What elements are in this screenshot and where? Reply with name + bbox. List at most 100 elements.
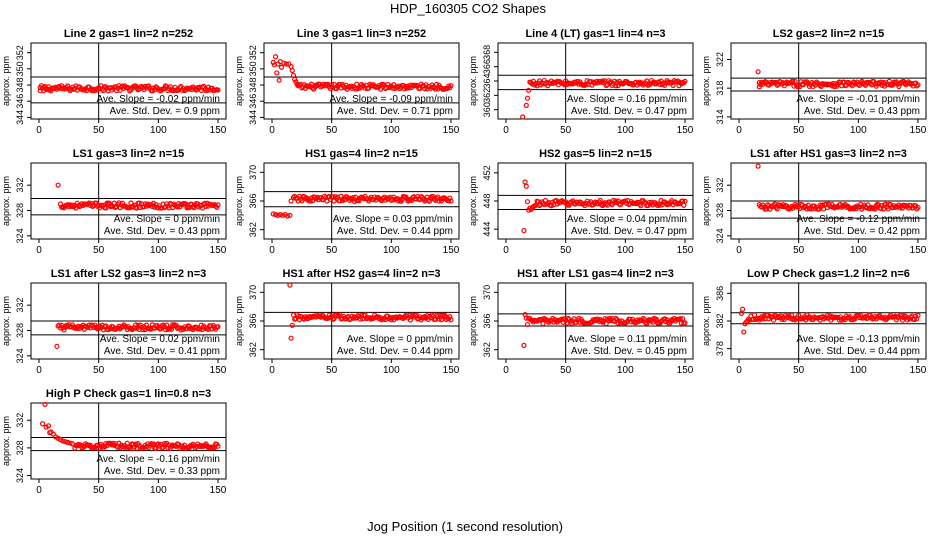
x-tick-label: 50 [793, 125, 805, 136]
data-point [657, 202, 663, 208]
data-point [520, 114, 526, 120]
y-tick-label: 328 [15, 203, 25, 218]
data-point [751, 312, 758, 318]
y-tick-label: 324 [15, 348, 25, 363]
data-point [288, 198, 294, 204]
data-point [275, 212, 281, 218]
x-tick-label: 50 [93, 485, 105, 496]
annotation-std-dev: Ave. Std. Dev. = 0.47 ppm [571, 106, 687, 117]
x-tick-label: 50 [326, 245, 338, 256]
y-tick-label: 348 [248, 78, 258, 93]
y-tick-label: 352 [248, 45, 258, 60]
x-tick-label: 0 [36, 485, 42, 496]
panel-title: LS1 gas=3 lin=2 n=15 [73, 148, 185, 160]
annotation-std-dev: Ave. Std. Dev. = 0.71 ppm [337, 106, 453, 117]
x-tick-label: 150 [443, 365, 460, 376]
data-point [523, 183, 529, 189]
data-point [572, 79, 578, 85]
annotation-slope: Ave. Slope = -0.01 ppm/min [797, 94, 921, 105]
y-tick-label: 322 [715, 52, 725, 67]
y-axis-label: approx. ppm [468, 176, 478, 226]
x-tick-label: 50 [93, 365, 105, 376]
data-point [133, 83, 139, 89]
y-axis-label: approx. ppm [234, 176, 244, 226]
data-point [790, 78, 796, 84]
panel-title: Line 4 (LT) gas=1 lin=4 n=3 [525, 28, 665, 40]
data-point [61, 327, 67, 333]
annotation-std-dev: Ave. Std. Dev. = 0.33 ppm [104, 466, 220, 477]
panel-title: LS1 after HS1 gas=3 lin=2 n=3 [750, 148, 907, 160]
annotation-std-dev: Ave. Std. Dev. = 0.9 ppm [109, 106, 220, 117]
x-tick-label: 50 [793, 365, 805, 376]
y-axis-label: approx. ppm [1, 56, 11, 106]
data-point [280, 212, 286, 218]
figure-title: HDP_160305 CO2 Shapes [390, 1, 547, 16]
y-tick-label: 344 [15, 110, 25, 125]
y-tick-label: 324 [15, 468, 25, 483]
data-point [915, 204, 921, 211]
data-point [270, 211, 276, 217]
data-point [348, 316, 354, 322]
data-point [738, 310, 744, 316]
data-point [682, 78, 688, 84]
panel-title: HS1 after HS2 gas=4 lin=2 n=3 [282, 268, 440, 280]
data-point [276, 77, 282, 83]
y-tick-label: 344 [248, 110, 258, 125]
data-point [278, 64, 285, 70]
y-tick-label: 350 [248, 61, 258, 76]
data-point [277, 212, 283, 218]
data-point [172, 84, 178, 90]
panel-title: LS2 gas=2 lin=2 n=15 [773, 28, 885, 40]
x-tick-label: 150 [210, 365, 227, 376]
y-tick-label: 368 [482, 45, 492, 60]
annotation-std-dev: Ave. Std. Dev. = 0.45 ppm [571, 346, 687, 357]
x-tick-label: 0 [736, 245, 742, 256]
data-point [287, 282, 293, 288]
panel-12: Low P Check gas=1.2 lin=2 n=6 0 50 100 150 37… [701, 268, 927, 376]
data-point [103, 205, 109, 211]
figure-x-label: Jog Position (1 second resolution) [367, 519, 563, 534]
data-point [289, 322, 295, 328]
panel-title: Low P Check gas=1.2 lin=2 n=6 [747, 268, 910, 280]
data-point [755, 69, 761, 75]
data-point [272, 54, 279, 60]
data-point [215, 443, 221, 449]
y-tick-label: 324 [15, 228, 25, 243]
data-point [892, 204, 898, 210]
data-point [337, 198, 343, 204]
annotation-std-dev: Ave. Std. Dev. = 0.44 ppm [337, 226, 453, 237]
data-point [540, 320, 546, 327]
data-points [521, 179, 688, 234]
x-tick-label: 0 [503, 365, 509, 376]
annotation-slope: Ave. Slope = 0 ppm/min [114, 214, 220, 225]
x-tick-label: 150 [910, 245, 927, 256]
data-point [45, 423, 52, 429]
panel-11: HS1 after LS1 gas=4 lin=2 n=3 0 50 100 150 36… [468, 268, 694, 376]
data-point [526, 87, 532, 93]
data-point [289, 67, 295, 74]
x-tick-label: 100 [617, 245, 634, 256]
data-point [781, 83, 787, 89]
y-axis-label: approx. ppm [1, 296, 11, 346]
annotation-slope: Ave. Slope = 0.02 ppm/min [100, 334, 220, 345]
data-point [629, 316, 636, 322]
data-point [678, 81, 685, 87]
data-point [755, 163, 761, 169]
x-tick-label: 50 [326, 125, 338, 136]
data-point [913, 313, 919, 319]
data-point [524, 95, 531, 101]
y-axis-label: approx. ppm [701, 56, 711, 106]
data-point [283, 61, 289, 67]
x-tick-label: 0 [269, 245, 275, 256]
panel-title: HS2 gas=5 lin=2 n=15 [539, 148, 652, 160]
data-point [284, 213, 291, 219]
y-tick-label: 370 [248, 165, 258, 180]
annotation-slope: Ave. Slope = -0.12 ppm/min [797, 214, 921, 225]
data-point [287, 212, 293, 218]
data-point [136, 200, 142, 206]
y-tick-label: 386 [715, 286, 725, 301]
data-point [880, 206, 886, 212]
data-points [39, 401, 221, 452]
data-point [638, 203, 644, 209]
